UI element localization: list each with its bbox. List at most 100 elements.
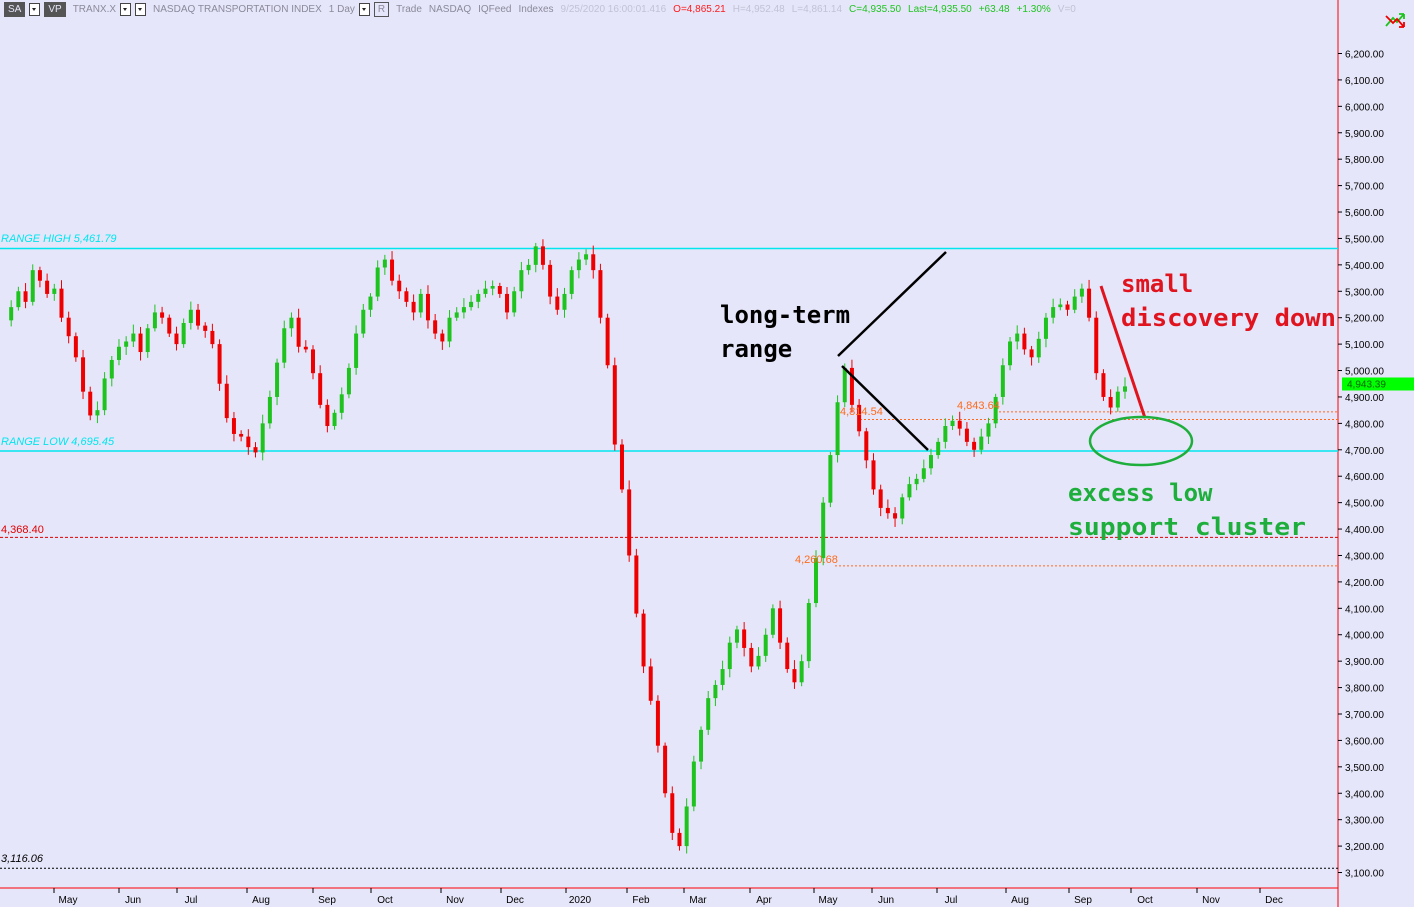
category-label: Indexes	[518, 3, 554, 15]
candle-body	[9, 307, 14, 321]
candle-body	[397, 280, 402, 292]
candle-body	[253, 447, 258, 453]
trade-label: Trade	[396, 3, 422, 15]
annotation-drawings	[837, 251, 1194, 467]
candle-body	[217, 344, 222, 384]
candle-body	[598, 270, 603, 318]
time-tick-label: Apr	[756, 895, 772, 906]
sa-button[interactable]: SA	[4, 1, 26, 17]
candle-body	[893, 513, 898, 519]
candle-body	[727, 642, 732, 670]
candle-body	[979, 436, 984, 450]
symbol-label[interactable]: TRANX.X	[72, 3, 117, 15]
candle-body	[246, 436, 251, 448]
symbol-dropdown-icon[interactable]	[120, 2, 132, 16]
candle-body	[1015, 333, 1020, 342]
candle-body	[138, 333, 143, 353]
candle-body	[1079, 288, 1084, 297]
price-tick-label: 4,800.00	[1345, 419, 1384, 430]
candle-body	[655, 700, 660, 746]
support-label-line2: support cluster	[1068, 513, 1306, 541]
candle-body	[181, 322, 186, 345]
candle-body	[224, 383, 229, 419]
price-tick-label: 3,400.00	[1345, 789, 1384, 800]
candle-body	[627, 489, 632, 556]
candle-body	[231, 418, 236, 434]
candle-body	[612, 365, 617, 445]
candle-body	[303, 346, 308, 350]
price-axis: 6,200.00 6,100.00 6,000.00 5,900.00 5,800.00…	[1338, 49, 1384, 880]
candle-body	[418, 293, 423, 313]
candle-body	[763, 634, 768, 656]
time-tick-label: Sep	[1074, 895, 1092, 906]
candle-body	[555, 296, 560, 310]
candle-body	[318, 373, 323, 405]
orange-level-3-label: 4,260.68	[795, 554, 838, 566]
candle-body	[936, 441, 941, 456]
candle-body	[325, 404, 330, 427]
candle-body	[849, 367, 854, 405]
candle-body	[188, 309, 193, 323]
candle-body	[260, 423, 265, 453]
candle-body	[684, 806, 689, 847]
long-term-range-bracket	[837, 251, 947, 357]
candle-body	[993, 396, 998, 424]
time-tick-label: May	[59, 895, 78, 906]
time-tick-label: Aug	[1011, 895, 1029, 906]
candle-body	[425, 293, 430, 321]
r-button[interactable]: R	[373, 1, 390, 17]
candle-body	[533, 246, 538, 265]
change-percent-value: +1.30%	[1016, 3, 1051, 15]
time-tick-label: May	[819, 895, 838, 906]
candle-body	[964, 428, 969, 442]
candle-body	[972, 441, 977, 450]
last-price-tag-label: 4,943.39	[1347, 379, 1386, 390]
symbol-menu-icon[interactable]	[135, 2, 147, 16]
candle-body	[505, 293, 510, 313]
candle-body	[512, 291, 517, 313]
candle-body	[921, 468, 926, 479]
price-tick-label: 5,300.00	[1345, 287, 1384, 298]
support-cluster-ellipse	[1088, 415, 1194, 467]
candle-body	[562, 293, 567, 310]
candle-body	[289, 317, 294, 329]
candle-body	[756, 655, 761, 667]
time-tick-label: Oct	[377, 895, 393, 906]
price-tick-label: 5,800.00	[1345, 155, 1384, 166]
time-tick-label: 2020	[569, 895, 592, 906]
candle-body	[835, 402, 840, 456]
crossed-arrows-icon[interactable]	[1384, 10, 1406, 30]
candle-body	[59, 288, 64, 318]
price-tick-label: 6,000.00	[1345, 102, 1384, 113]
long-term-label-line2: range	[720, 335, 792, 363]
candle-body	[871, 460, 876, 490]
candle-body	[914, 478, 919, 485]
candle-body	[346, 367, 351, 395]
candlesticks	[9, 239, 1127, 854]
time-tick-label: Mar	[689, 895, 707, 906]
candle-body	[799, 661, 804, 683]
price-tick-label: 5,500.00	[1345, 234, 1384, 245]
price-tick-label: 4,900.00	[1345, 393, 1384, 404]
vp-button[interactable]: VP	[44, 1, 66, 17]
close-value: C=4,935.50	[849, 3, 902, 15]
interval-dropdown-icon[interactable]	[358, 2, 370, 16]
candle-body	[88, 391, 93, 416]
candle-body	[440, 333, 445, 342]
candle-body	[584, 254, 589, 260]
long-term-range-bracket-lower	[841, 365, 929, 451]
candle-body	[806, 603, 811, 662]
candle-body	[275, 362, 280, 397]
candle-body	[1000, 365, 1005, 397]
candle-body	[102, 378, 107, 411]
discovery-down-arrow	[1099, 285, 1147, 419]
candle-body	[720, 669, 725, 685]
price-tick-label: 3,700.00	[1345, 710, 1384, 721]
interval-label[interactable]: 1 Day	[328, 3, 355, 15]
sa-dropdown-icon[interactable]	[29, 2, 41, 16]
candle-body	[1051, 307, 1056, 318]
candle-body	[526, 264, 531, 271]
price-tick-label: 4,300.00	[1345, 551, 1384, 562]
candle-body	[713, 684, 718, 699]
